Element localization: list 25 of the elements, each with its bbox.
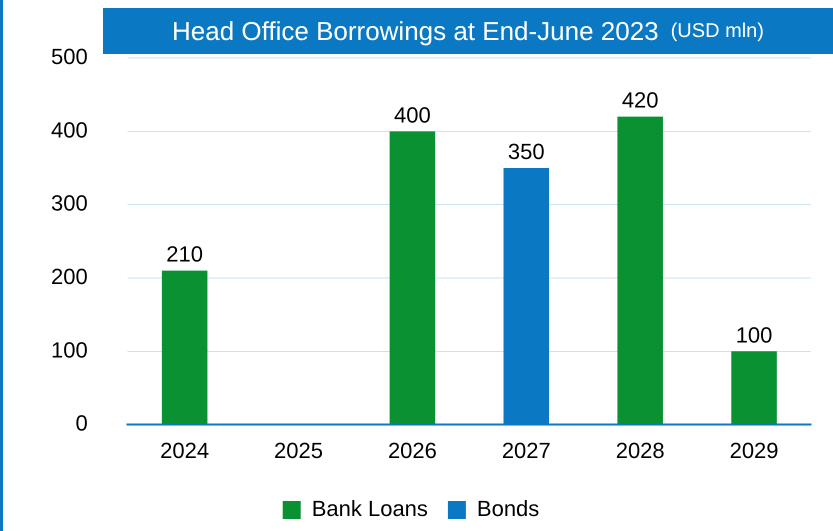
data-label: 210 [166, 242, 204, 267]
legend-label: Bonds [476, 496, 540, 522]
data-label: 420 [622, 88, 659, 113]
chart-title: Head Office Borrowings at End-June 2023 [172, 16, 659, 46]
y-tick-label: 500 [50, 44, 88, 70]
x-tick-label: 2028 [616, 438, 665, 463]
bar [390, 131, 436, 424]
y-tick-label: 100 [50, 337, 88, 362]
data-label: 350 [508, 139, 545, 164]
y-tick-label: 300 [50, 190, 88, 216]
data-label: 400 [394, 102, 431, 128]
y-tick-label: 200 [50, 264, 88, 290]
x-tick-label: 2026 [388, 438, 437, 463]
x-tick-label: 2027 [502, 438, 551, 463]
x-tick-label: 2024 [160, 438, 210, 463]
bar [731, 351, 777, 424]
x-tick-label: 2025 [274, 438, 324, 463]
bar [162, 270, 208, 424]
bar [617, 116, 663, 424]
y-tick-label: 0 [75, 410, 88, 436]
data-label: 100 [736, 322, 772, 348]
x-tick-label: 2029 [730, 438, 779, 463]
legend-label: Bank Loans [312, 496, 428, 522]
y-tick-label: 400 [50, 117, 88, 142]
chart-subtitle: (USD mln) [670, 20, 764, 42]
